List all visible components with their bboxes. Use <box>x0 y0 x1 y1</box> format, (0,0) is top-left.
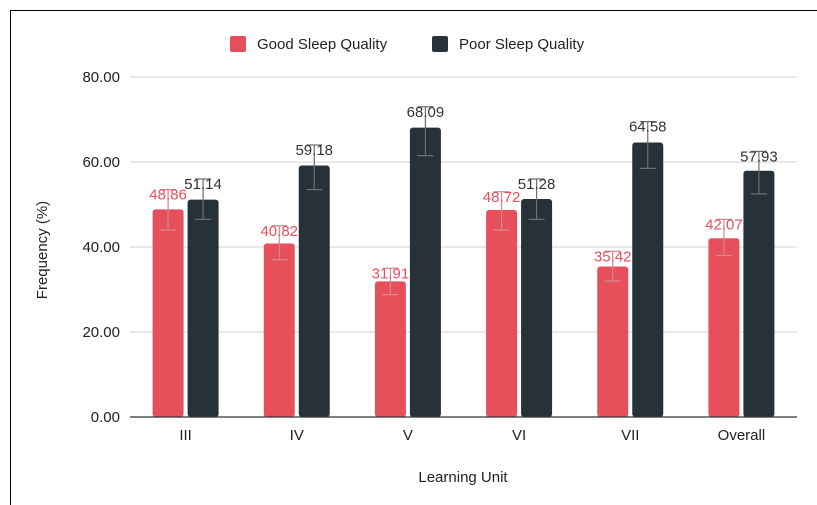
bar-poor-vi <box>521 199 553 417</box>
data-label-poor: 59.18 <box>295 142 333 159</box>
bar-poor-overall <box>743 170 775 417</box>
bar-good-overall <box>708 238 740 417</box>
x-tick-label: Overall <box>718 427 766 444</box>
legend-swatch-poor <box>432 36 448 52</box>
x-tick-label: V <box>403 427 413 444</box>
legend-label-good: Good Sleep Quality <box>257 36 388 53</box>
gridlines <box>130 76 797 333</box>
data-label-good: 48.72 <box>483 189 521 206</box>
data-label-poor: 68.09 <box>407 104 445 121</box>
y-tick-label: 40.00 <box>82 239 120 256</box>
data-label-poor: 57.93 <box>740 148 778 165</box>
bar-poor-v <box>409 127 441 418</box>
data-label-good: 48.86 <box>149 187 187 204</box>
legend-label-poor: Poor Sleep Quality <box>459 36 585 53</box>
bars <box>152 127 775 418</box>
y-axis-title: Frequency (%) <box>34 201 51 299</box>
data-label-good: 31.91 <box>372 265 410 282</box>
bar-poor-iv <box>298 165 330 417</box>
y-tick-label: 0.00 <box>91 409 120 426</box>
legend-swatch-good <box>230 36 246 52</box>
legend: Good Sleep Quality Poor Sleep Quality <box>230 36 585 53</box>
data-label-poor: 51.28 <box>518 176 556 193</box>
y-tick-labels: 0.00 20.00 40.00 60.00 80.00 <box>82 69 120 426</box>
bar-poor-vii <box>632 142 664 417</box>
error-bars <box>160 106 767 296</box>
x-tick-label: VI <box>512 427 526 444</box>
data-label-good: 42.07 <box>705 216 743 233</box>
data-label-poor: 64.58 <box>629 119 667 136</box>
data-label-poor: 51.14 <box>184 176 222 193</box>
bar-good-iv <box>263 243 295 417</box>
y-tick-label: 80.00 <box>82 69 120 86</box>
x-tick-label: IV <box>290 427 304 444</box>
x-tick-labels: III IV V VI VII Overall <box>179 427 765 444</box>
bar-poor-iii <box>187 199 219 417</box>
x-tick-label: III <box>179 427 192 444</box>
bar-good-iii <box>152 209 184 417</box>
bar-good-vii <box>597 266 629 417</box>
x-axis-title: Learning Unit <box>418 469 508 486</box>
bar-good-v <box>374 281 406 417</box>
data-label-good: 35.42 <box>594 248 632 265</box>
y-tick-label: 60.00 <box>82 154 120 171</box>
y-tick-label: 20.00 <box>82 324 120 341</box>
x-tick-label: VII <box>621 427 639 444</box>
data-label-good: 40.82 <box>260 223 298 240</box>
bar-good-vi <box>486 209 518 417</box>
